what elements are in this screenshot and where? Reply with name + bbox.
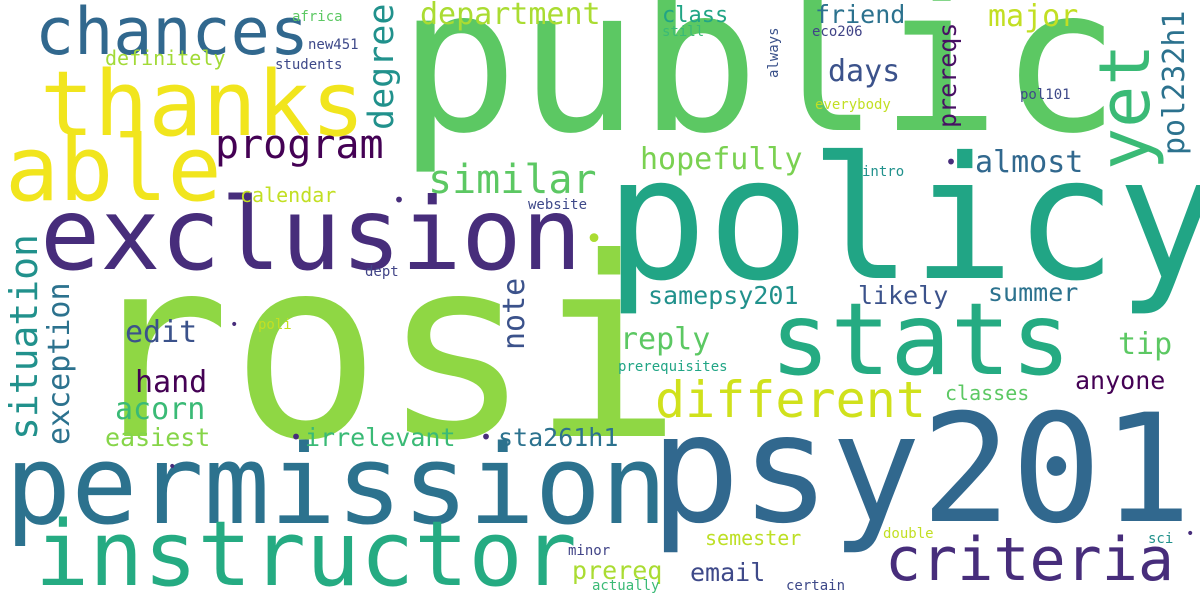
word-new451: new451 [308,37,359,53]
word-sta261h1: sta261h1 [498,423,619,452]
word-website: website [528,197,588,213]
word-africa: africa [292,9,343,25]
word-public: public [398,0,1121,178]
word-anyone: anyone [1075,366,1166,395]
word-prereq: prereq [572,556,663,585]
word-chances: chances [35,0,309,70]
word-days: days [828,54,901,89]
word-class: class [662,3,729,28]
word-intro: intro [862,164,905,180]
word-sci: sci [1148,531,1174,547]
word-permission: permission [5,421,668,549]
word-dot-5: • [480,425,493,449]
word-poli: poli [258,317,292,333]
word-everybody: everybody [815,97,891,113]
word-classes: classes [945,381,1030,405]
word-certain: certain [786,578,846,594]
word-actually: actually [592,578,660,594]
word-acorn: acorn [115,392,206,427]
word-prerequisites: prerequisites [618,359,728,375]
word-dot-3: • [945,150,958,174]
word-yet: yet [1084,43,1166,170]
word-program: program [215,122,384,168]
word-instructor: instructor [35,502,577,600]
word-able: able [5,117,222,222]
word-thanks: thanks [40,52,366,157]
word-exception: exception [42,282,77,445]
word-dot-4: • [290,425,303,449]
word-dot-8: • [230,317,239,333]
word-hand: hand [135,365,208,400]
word-friend: friend [815,0,906,29]
word-dot-7: • [168,459,177,475]
word-prereqs: prereqs [933,22,962,128]
word-summer: summer [988,278,1079,307]
word-likely: likely [858,281,949,310]
word-always: always [766,27,782,78]
word-situation: situation [2,234,46,440]
word-easiest: easiest [105,423,211,452]
word-rosi: rosi [80,204,683,495]
word-students: students [275,57,343,73]
word-note: note [497,277,532,350]
word-exclusion: exclusion [40,176,582,293]
word-almost: almost [975,145,1084,180]
word-irrelevant: irrelevant [305,423,456,452]
word-calendar: calendar [240,183,337,207]
word-definitely: definitely [105,46,226,70]
word-still: still [662,24,705,40]
word-dot-6: • [1186,526,1195,542]
word-eco206: eco206 [812,24,863,40]
word-policy: policy [605,121,1200,319]
word-tip: tip [1118,327,1173,362]
word-semester: semester [705,526,802,550]
word-department: department [420,0,601,32]
word-psy201: psy201 [650,383,1192,557]
word-criteria: criteria [885,525,1174,595]
word-degree: degree [362,3,402,130]
word-minor: minor [568,543,611,559]
word-different: different [655,371,926,429]
word-double: double [883,526,934,542]
word-dot-1: • [393,188,406,212]
word-edit: edit [125,315,198,350]
word-stats: stats [770,281,1072,398]
word-pol101: pol101 [1020,87,1071,103]
word-similar: similar [428,157,597,203]
word-dot-2: • [585,222,604,257]
word-samepsy201: samepsy201 [648,281,799,310]
word-dept: dept [365,264,399,280]
word-hopefully: hopefully [640,142,803,177]
word-email: email [690,558,766,587]
word-major: major [988,0,1079,34]
word-pol232h1: pol232h1 [1157,10,1192,156]
word-reply: reply [620,322,711,357]
